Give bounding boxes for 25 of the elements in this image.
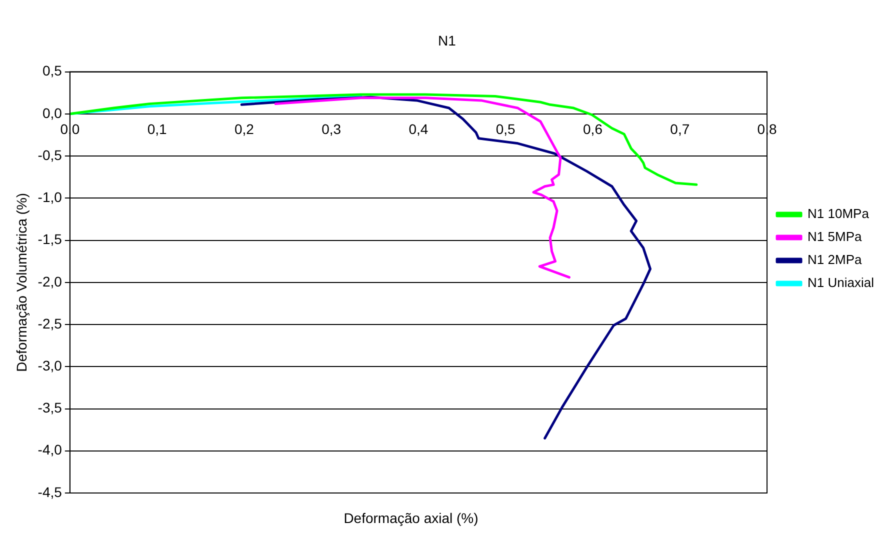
x-tick-label: 0,7: [670, 121, 690, 138]
y-tick-label: -3,0: [38, 358, 62, 374]
x-tick-label: 0,2: [234, 121, 254, 138]
legend-label: N1 5MPa: [808, 229, 862, 244]
y-tick-label: -4,0: [38, 442, 62, 458]
legend-label: N1 Uniaxial: [808, 275, 874, 290]
y-tick-label: -3,5: [38, 400, 62, 416]
x-tick-label: 0,5: [496, 121, 516, 138]
y-tick-label: -2,5: [38, 315, 62, 332]
y-tick-label: -0,5: [38, 146, 62, 163]
legend-label: N1 10MPa: [808, 206, 870, 222]
legend-label: N1 2MPa: [808, 252, 862, 268]
y-axis-title: Deformação Volumétrica (%): [13, 192, 30, 372]
y-tick-label: -2,0: [38, 273, 62, 290]
y-tick-label: -1,5: [38, 231, 62, 248]
x-tick-label: 0,6: [583, 121, 603, 138]
x-axis-title: Deformação axial (%): [342, 510, 480, 526]
y-tick-label: -4,5: [38, 484, 62, 500]
x-tick-label: 0,3: [322, 121, 342, 138]
y-tick-label: -1,0: [38, 189, 62, 206]
y-tick-label: 0,0: [42, 104, 62, 121]
x-tick-label: 0,1: [147, 121, 168, 138]
chart-title: N1: [438, 32, 456, 48]
y-tick-label: 0,5: [42, 62, 62, 79]
x-tick-label: 0,4: [408, 121, 428, 138]
